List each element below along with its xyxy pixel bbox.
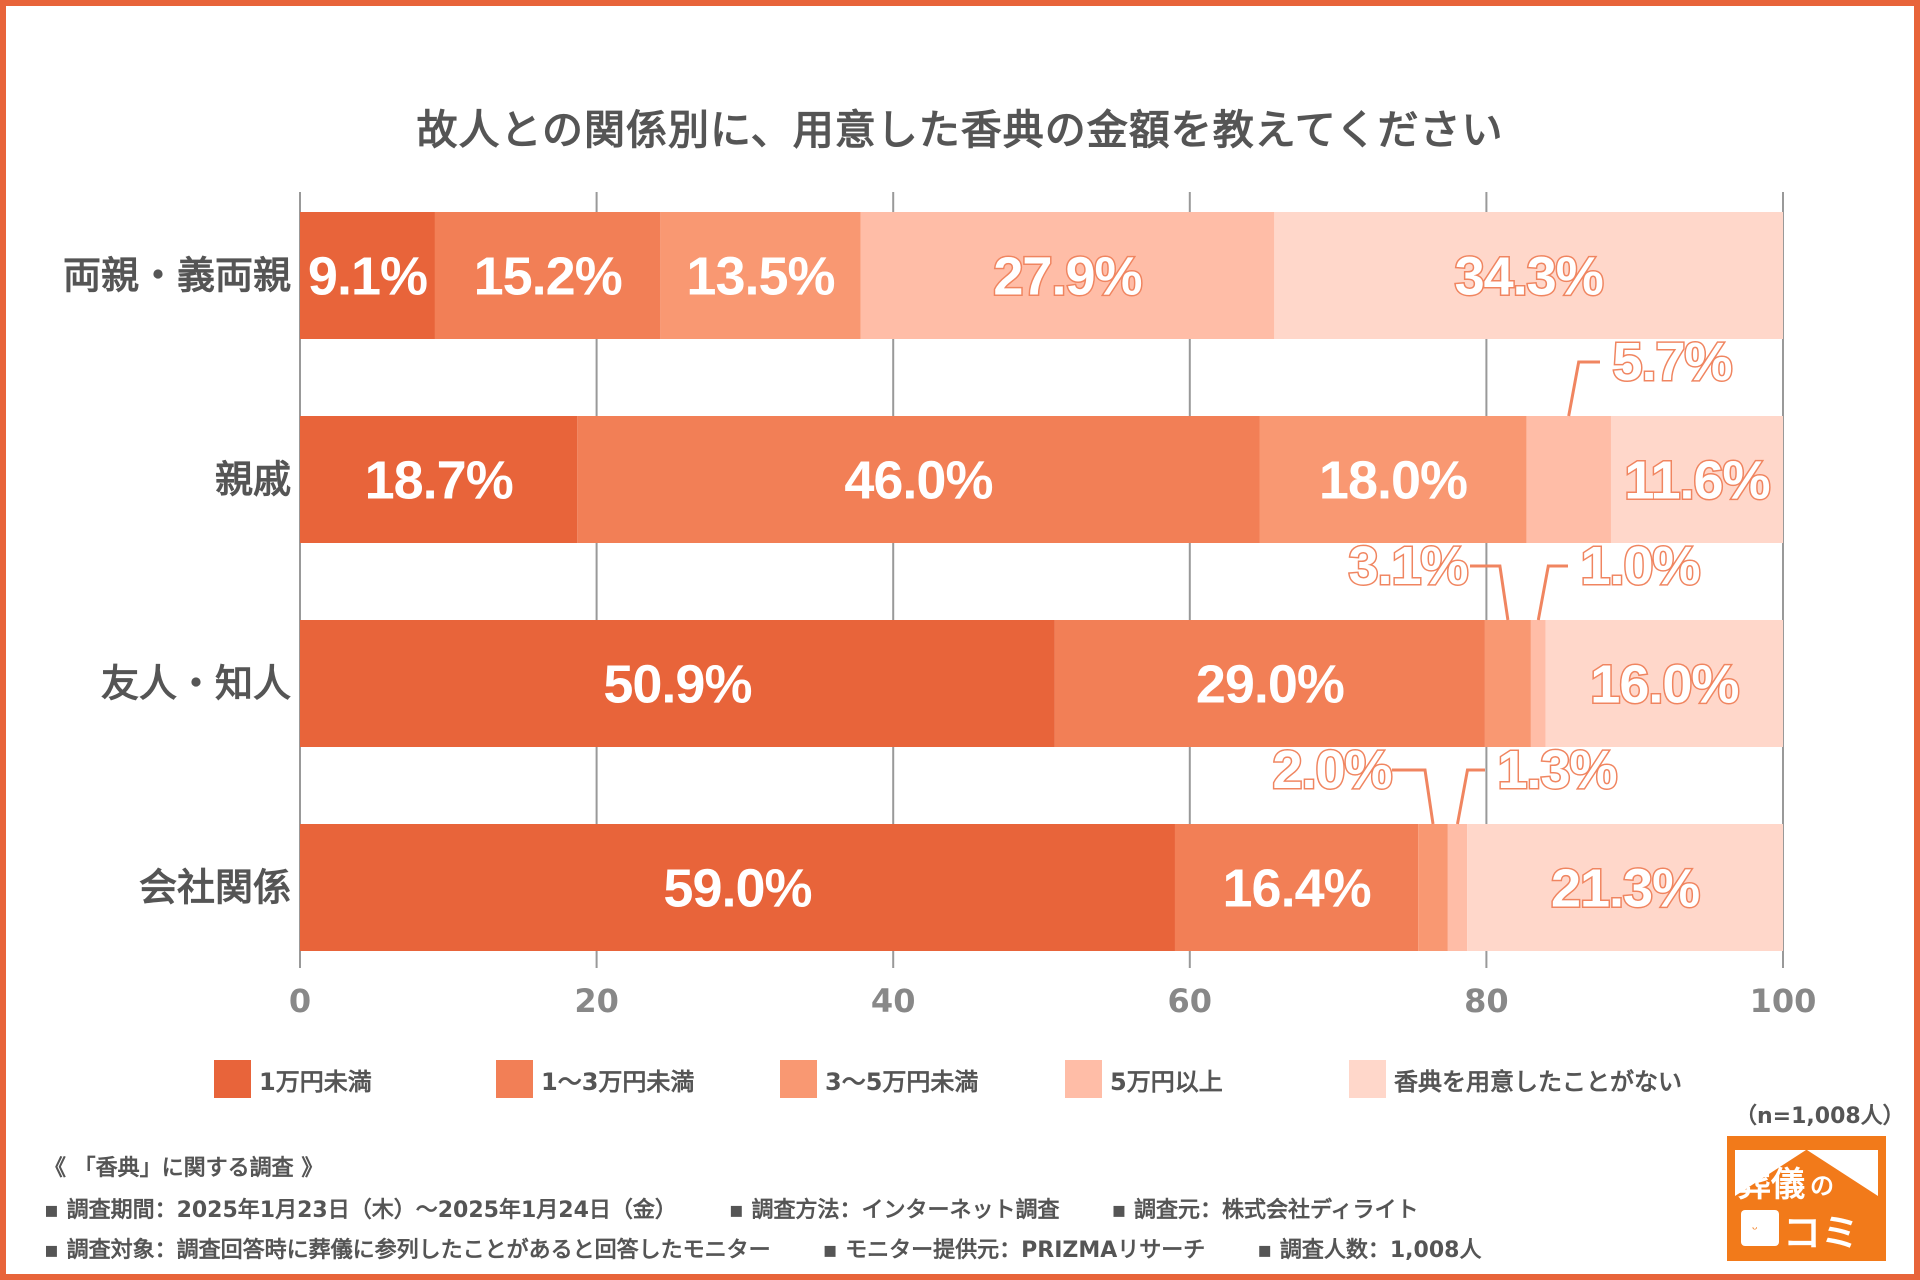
legend-swatch [1065, 1060, 1102, 1098]
legend-item-2: 1〜3万円未満 [496, 1060, 694, 1098]
legend-swatch [1349, 1060, 1386, 1098]
leader-line [1567, 360, 1600, 417]
bar-segment [1530, 620, 1546, 747]
data-label-outside: 5.7% [1612, 332, 1731, 392]
bar-segment [1174, 824, 1419, 951]
data-label: 50.9% [603, 655, 751, 715]
leader-line [1470, 564, 1510, 621]
leader-line [1392, 768, 1435, 825]
bar-segment [300, 416, 578, 543]
x-tick-label: 100 [1750, 982, 1817, 1020]
legend-swatch [214, 1060, 251, 1098]
legend-label: 5万円以上 [1110, 1067, 1223, 1096]
bar-segment [1054, 620, 1485, 747]
survey-method: ▪ 調査方法：インターネット調査 [728, 1198, 1060, 1223]
survey-target: ▪ 調査対象：調査回答時に葬儀に参列したことがあると回答したモニター [44, 1238, 771, 1263]
bar-segment [860, 212, 1275, 339]
bar-segment [1274, 212, 1783, 339]
bar-segment [1484, 620, 1531, 747]
data-label: 16.0% [1590, 655, 1738, 715]
data-label-outside: 2.0% [1272, 740, 1391, 800]
survey-line-2: ▪ 調査対象：調査回答時に葬儀に参列したことがあると回答したモニター ▪ モニター… [44, 1232, 1533, 1264]
bar-segment [1526, 416, 1611, 543]
data-label: 9.1% [308, 247, 427, 307]
data-label: 18.0% [1319, 451, 1467, 511]
logo-text: 葬儀 [1737, 1165, 1805, 1205]
data-label-outside: 1.0% [1580, 536, 1699, 596]
legend-label: 1万円未満 [259, 1067, 372, 1096]
survey-period: ▪ 調査期間：2025年1月23日（木）〜2025年1月24日（金） [44, 1198, 677, 1223]
x-tick-label: 20 [574, 982, 619, 1020]
category-label: 会社関係 [139, 866, 291, 910]
category-label: 友人・知人 [101, 662, 291, 706]
legend-swatch [780, 1060, 817, 1098]
survey-line-1: ▪ 調査期間：2025年1月23日（木）〜2025年1月24日（金） ▪ 調査方法… [44, 1192, 1471, 1224]
bar-segment [434, 212, 661, 339]
category-label: 両親・義両親 [63, 254, 291, 298]
logo-text: の [1810, 1172, 1834, 1200]
data-label-outside: 1.3% [1497, 740, 1616, 800]
data-label: 18.7% [365, 451, 513, 511]
data-label-outside: 3.1% [1348, 536, 1467, 596]
x-tick-label: 80 [1464, 982, 1509, 1020]
data-label: 59.0% [663, 859, 811, 919]
survey-heading: 《 「香典」に関する調査 》 [44, 1156, 324, 1181]
leader-line [1456, 768, 1485, 825]
bar-segment [577, 416, 1260, 543]
leader-line [1536, 564, 1568, 621]
bar-segment [1610, 416, 1783, 543]
legend-item-3: 3〜5万円未満 [780, 1060, 978, 1098]
data-label: 29.0% [1196, 655, 1344, 715]
bar-segment [300, 620, 1055, 747]
bar-segment [1545, 620, 1783, 747]
bar-segment [1259, 416, 1527, 543]
x-tick-label: 40 [871, 982, 916, 1020]
sample-size: （n=1,008人） [1735, 1104, 1905, 1129]
survey-source: ▪ 調査元：株式会社ディライト [1111, 1198, 1419, 1223]
bar-segment [300, 212, 435, 339]
data-label: 27.9% [993, 247, 1141, 307]
legend-item-4: 5万円以上 [1065, 1060, 1223, 1098]
data-label: 21.3% [1551, 859, 1699, 919]
survey-count: ▪ 調査人数：1,008人 [1257, 1238, 1482, 1263]
data-label: 13.5% [686, 247, 834, 307]
x-tick-label: 0 [289, 982, 311, 1020]
legend-label: 3〜5万円未満 [825, 1067, 979, 1096]
chart-title: 故人との関係別に、用意した香典の金額を教えてください [416, 106, 1504, 154]
logo-text: コミ [1783, 1211, 1859, 1255]
smile-icon: ᵕ [1752, 1222, 1758, 1238]
monitor-provider: ▪ モニター提供元：PRIZMAリサーチ [822, 1238, 1206, 1263]
data-label: 15.2% [474, 247, 622, 307]
sougi-no-komi-logo: 葬儀 の ᵕ コミ [1727, 1136, 1886, 1261]
bar-segment [1418, 824, 1448, 951]
data-label: 34.3% [1455, 247, 1603, 307]
legend-swatch [496, 1060, 533, 1098]
bar-segment [660, 212, 861, 339]
bar-segment [1447, 824, 1468, 951]
legend-label: 香典を用意したことがない [1394, 1067, 1682, 1096]
bar-segment [300, 824, 1175, 951]
x-tick-label: 60 [1168, 982, 1213, 1020]
legend-item-5: 香典を用意したことがない [1349, 1060, 1682, 1098]
data-label: 11.6% [1624, 451, 1769, 511]
data-label: 16.4% [1223, 859, 1371, 919]
legend-label: 1〜3万円未満 [541, 1067, 695, 1096]
legend-item-1: 1万円未満 [214, 1060, 372, 1098]
data-label: 46.0% [844, 451, 992, 511]
category-label: 親戚 [215, 458, 291, 502]
bar-segment [1467, 824, 1783, 951]
